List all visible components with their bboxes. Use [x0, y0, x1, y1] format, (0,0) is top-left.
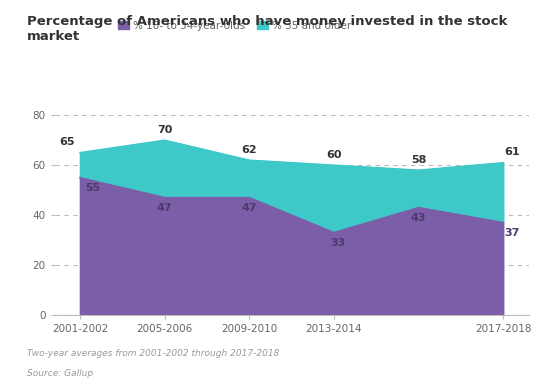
Text: 61: 61	[504, 147, 519, 157]
Text: 62: 62	[241, 144, 257, 155]
Text: 58: 58	[411, 154, 426, 165]
Text: 65: 65	[59, 137, 75, 147]
Text: 37: 37	[504, 228, 519, 238]
Text: Source: Gallup: Source: Gallup	[27, 369, 93, 377]
Text: 70: 70	[157, 124, 172, 135]
Text: 60: 60	[326, 149, 342, 160]
Text: 33: 33	[330, 238, 346, 248]
Text: 47: 47	[157, 203, 172, 213]
Text: 55: 55	[85, 183, 100, 193]
Text: Percentage of Americans who have money invested in the stock market: Percentage of Americans who have money i…	[27, 15, 507, 43]
Legend: % 18- to 34-year-olds, % 35 and older: % 18- to 34-year-olds, % 35 and older	[114, 17, 355, 35]
Text: 47: 47	[241, 203, 257, 213]
Text: 43: 43	[411, 213, 426, 223]
Text: Two-year averages from 2001-2002 through 2017-2018: Two-year averages from 2001-2002 through…	[27, 349, 280, 358]
